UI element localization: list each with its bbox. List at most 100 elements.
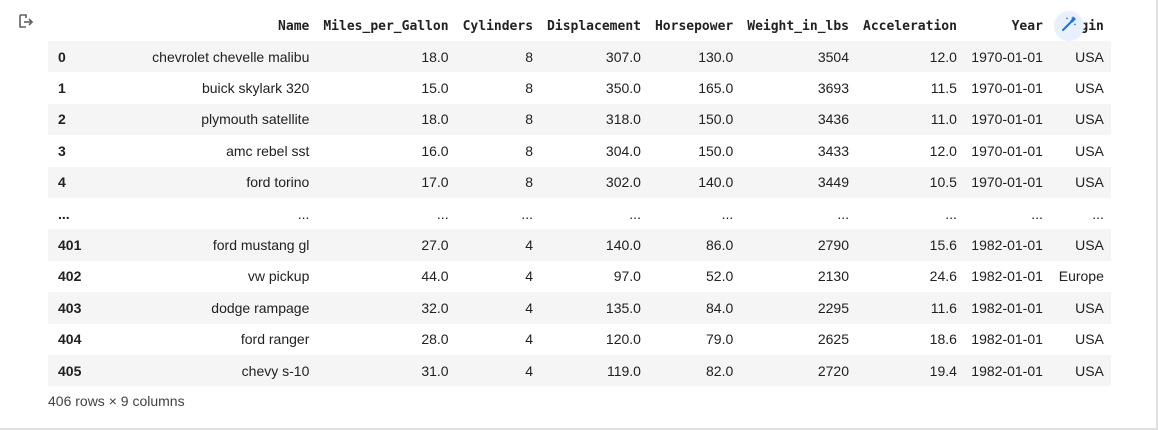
table-row: 405 chevy s-10 31.0 4 119.0 82.0 2720 19… bbox=[48, 354, 1111, 387]
cell-name: vw pickup bbox=[247, 268, 310, 285]
cell-acceleration: 12.0 bbox=[929, 142, 957, 159]
cell-acceleration: 11.6 bbox=[930, 299, 957, 316]
header-horsepower: Horsepower bbox=[654, 18, 734, 34]
cell-origin: USA bbox=[1075, 80, 1104, 97]
row-index: ... bbox=[58, 205, 70, 222]
cell-origin: USA bbox=[1075, 142, 1104, 159]
cell-cylinders: ... bbox=[521, 205, 534, 222]
cell-horsepower: 79.0 bbox=[706, 331, 734, 348]
cell-mpg: 15.0 bbox=[421, 80, 449, 97]
table-row: 2 plymouth satellite 18.0 8 318.0 150.0 … bbox=[48, 103, 1111, 136]
table-row: 3 amc rebel sst 16.0 8 304.0 150.0 3433 … bbox=[48, 135, 1111, 167]
cell-horsepower: 165.0 bbox=[698, 80, 734, 97]
cell-mpg: 27.0 bbox=[421, 237, 449, 254]
cell-horsepower: 150.0 bbox=[698, 111, 734, 128]
cell-weight: 3433 bbox=[817, 142, 849, 159]
cell-acceleration: 19.4 bbox=[929, 362, 957, 379]
suggest-charts-button[interactable] bbox=[1054, 11, 1084, 41]
header-name: Name bbox=[278, 18, 310, 34]
cell-acceleration: 12.0 bbox=[929, 48, 957, 65]
cell-horsepower: 84.0 bbox=[706, 299, 734, 316]
cell-cylinders: 8 bbox=[525, 142, 534, 159]
cell-name: ford ranger bbox=[240, 331, 310, 348]
row-index: 403 bbox=[58, 299, 82, 316]
cell-mpg: 44.0 bbox=[421, 268, 449, 285]
cell-year: ... bbox=[1031, 205, 1043, 222]
cell-mpg: 28.0 bbox=[421, 331, 449, 348]
cell-horsepower: 140.0 bbox=[698, 174, 734, 191]
cell-cylinders: 8 bbox=[525, 174, 534, 191]
row-index: 405 bbox=[58, 362, 82, 379]
cell-mpg: 31.0 bbox=[421, 362, 449, 379]
row-index: 2 bbox=[58, 111, 66, 128]
cell-mpg: 16.0 bbox=[421, 142, 449, 159]
table-row: 403 dodge rampage 32.0 4 135.0 84.0 2295… bbox=[48, 292, 1111, 324]
cell-origin: USA bbox=[1075, 299, 1104, 316]
table-row: 404 ford ranger 28.0 4 120.0 79.0 2625 1… bbox=[48, 323, 1111, 355]
header-year: Year bbox=[1011, 18, 1043, 34]
dataframe-dimensions: 406 rows × 9 columns bbox=[48, 393, 185, 409]
header-row: Name Miles_per_Gallon Cylinders Displace… bbox=[48, 11, 1111, 41]
cell-horsepower: 52.0 bbox=[706, 268, 734, 285]
cell-year: 1970-01-01 bbox=[971, 174, 1043, 191]
row-index: 0 bbox=[58, 48, 66, 65]
header-displacement: Displacement bbox=[547, 18, 641, 34]
output-arrow-icon[interactable] bbox=[17, 13, 35, 31]
row-index: 404 bbox=[58, 331, 82, 348]
cell-displacement: ... bbox=[629, 205, 641, 222]
cell-origin: USA bbox=[1075, 111, 1104, 128]
cell-cylinders: 8 bbox=[525, 48, 534, 65]
row-index: 401 bbox=[58, 237, 82, 254]
cell-weight: ... bbox=[837, 205, 849, 222]
cell-cylinders: 8 bbox=[525, 111, 534, 128]
cell-year: 1982-01-01 bbox=[971, 331, 1043, 348]
cell-weight: 3449 bbox=[817, 174, 849, 191]
cell-origin: USA bbox=[1075, 331, 1104, 348]
cell-horsepower: ... bbox=[721, 205, 734, 222]
table-row: 402 vw pickup 44.0 4 97.0 52.0 2130 24.6… bbox=[48, 260, 1111, 293]
table-header: Name Miles_per_Gallon Cylinders Displace… bbox=[48, 11, 1111, 41]
cell-origin: USA bbox=[1075, 237, 1104, 254]
table-row-ellipsis: ... ... ... ... ... ... ... ... ... ... bbox=[48, 197, 1111, 230]
cell-name: buick skylark 320 bbox=[201, 80, 310, 97]
cell-name: amc rebel sst bbox=[226, 142, 310, 159]
row-index: 1 bbox=[58, 80, 66, 97]
cell-horsepower: 86.0 bbox=[706, 237, 734, 254]
cell-year: 1970-01-01 bbox=[971, 80, 1043, 97]
magic-wand-icon bbox=[1060, 15, 1078, 38]
cell-weight: 2625 bbox=[817, 331, 849, 348]
header-mpg: Miles_per_Gallon bbox=[323, 18, 449, 34]
cell-cylinders: 4 bbox=[525, 268, 534, 285]
cell-acceleration: 15.6 bbox=[929, 237, 957, 254]
cell-cylinders: 8 bbox=[525, 80, 534, 97]
cell-acceleration: 11.5 bbox=[930, 80, 957, 97]
cell-mpg: 17.0 bbox=[421, 174, 449, 191]
cell-weight: 3436 bbox=[817, 111, 849, 128]
cell-displacement: 140.0 bbox=[605, 237, 641, 254]
cell-mpg: 18.0 bbox=[421, 111, 449, 128]
cell-cylinders: 4 bbox=[525, 299, 534, 316]
cell-displacement: 302.0 bbox=[605, 174, 641, 191]
header-acceleration: Acceleration bbox=[863, 18, 957, 34]
header-weight: Weight_in_lbs bbox=[747, 18, 849, 34]
cell-acceleration: 11.0 bbox=[930, 111, 957, 128]
cell-cylinders: 4 bbox=[525, 331, 534, 348]
row-index: 402 bbox=[58, 268, 82, 285]
cell-year: 1982-01-01 bbox=[971, 362, 1043, 379]
cell-name: chevrolet chevelle malibu bbox=[152, 48, 310, 65]
cell-weight: 2295 bbox=[817, 299, 849, 316]
cell-year: 1970-01-01 bbox=[971, 142, 1043, 159]
table-row: 1 buick skylark 320 15.0 8 350.0 165.0 3… bbox=[48, 72, 1111, 104]
cell-year: 1982-01-01 bbox=[971, 237, 1043, 254]
cell-displacement: 318.0 bbox=[605, 111, 641, 128]
cell-name: ford torino bbox=[246, 174, 310, 191]
cell-weight: 2790 bbox=[817, 237, 849, 254]
cell-displacement: 120.0 bbox=[605, 331, 641, 348]
cell-weight: 3504 bbox=[817, 48, 849, 65]
table-row: 401 ford mustang gl 27.0 4 140.0 86.0 27… bbox=[48, 229, 1111, 261]
cell-origin: USA bbox=[1075, 362, 1104, 379]
cell-horsepower: 82.0 bbox=[706, 362, 734, 379]
row-index: 4 bbox=[58, 174, 66, 191]
table-row: 4 ford torino 17.0 8 302.0 140.0 3449 10… bbox=[48, 166, 1111, 198]
